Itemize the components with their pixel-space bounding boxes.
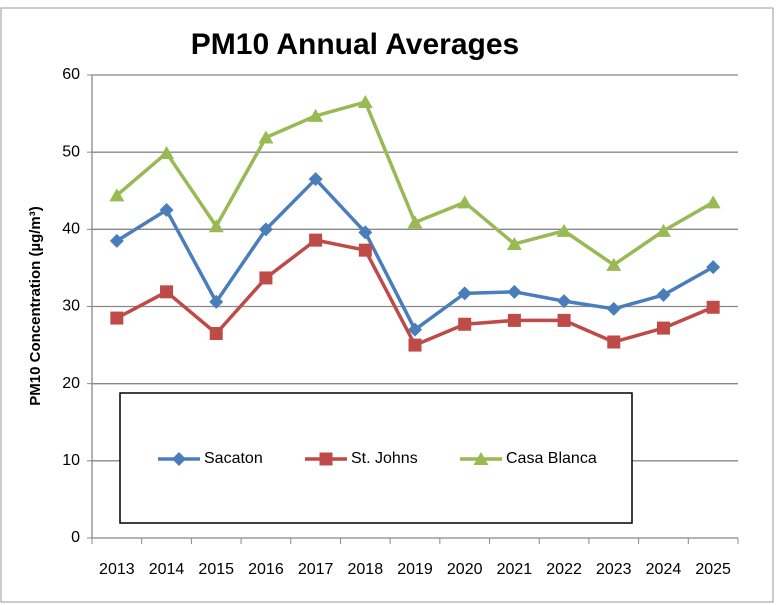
marker: [407, 215, 423, 229]
y-axis-label: PM10 Concentration (µg/m³): [27, 206, 44, 405]
marker: [159, 145, 175, 159]
marker: [706, 260, 721, 275]
marker: [319, 452, 333, 466]
x-tick-label: 2019: [397, 561, 433, 578]
marker: [172, 452, 186, 466]
marker: [655, 223, 671, 237]
marker: [606, 301, 621, 316]
legend-box: [119, 392, 633, 524]
marker: [506, 236, 522, 250]
x-tick-label: 2023: [596, 561, 632, 578]
marker: [457, 286, 472, 301]
x-tick-label: 2017: [298, 561, 334, 578]
x-tick-label: 2013: [99, 561, 135, 578]
marker: [705, 195, 721, 209]
marker: [656, 321, 670, 335]
marker: [706, 300, 720, 314]
marker: [258, 130, 274, 144]
legend-label: St. Johns: [351, 450, 418, 467]
marker: [110, 311, 124, 325]
marker: [408, 338, 422, 352]
marker: [357, 95, 373, 109]
marker: [408, 322, 422, 337]
x-tick-label: 2024: [646, 561, 682, 578]
y-tick-label: 10: [62, 452, 80, 469]
marker: [159, 203, 174, 218]
marker: [209, 294, 224, 309]
y-tick-label: 40: [62, 221, 80, 238]
y-tick-label: 30: [62, 298, 80, 315]
x-tick-label: 2021: [497, 561, 533, 578]
legend-label: Casa Blanca: [506, 450, 597, 467]
y-tick-label: 50: [62, 143, 80, 160]
marker: [208, 219, 224, 233]
series-line: [115, 100, 715, 267]
marker: [656, 287, 671, 302]
y-tick-label: 0: [71, 529, 80, 546]
marker: [556, 223, 572, 237]
marker: [109, 188, 125, 202]
marker: [308, 172, 323, 187]
marker: [258, 222, 273, 237]
marker: [209, 327, 223, 341]
marker: [458, 317, 472, 331]
marker: [507, 313, 521, 327]
marker: [457, 195, 473, 209]
marker: [308, 108, 324, 122]
x-tick-label: 2020: [447, 561, 483, 578]
marker: [557, 294, 572, 309]
y-tick-label: 20: [62, 375, 80, 392]
chart-border: [0, 7, 774, 603]
marker: [473, 452, 489, 465]
marker: [358, 243, 372, 257]
x-tick-label: 2014: [149, 561, 185, 578]
x-tick-label: 2016: [248, 561, 284, 578]
x-tick-label: 2022: [546, 561, 582, 578]
y-tick-label: 60: [62, 66, 80, 83]
marker: [606, 257, 622, 271]
marker: [309, 233, 323, 247]
marker: [557, 313, 571, 327]
x-tick-label: 2018: [348, 561, 384, 578]
marker: [109, 233, 124, 248]
x-tick-label: 2025: [695, 561, 731, 578]
marker: [358, 225, 373, 240]
marker: [507, 284, 522, 299]
marker: [607, 335, 621, 349]
legend-label: Sacaton: [204, 450, 263, 467]
chart-title: PM10 Annual Averages: [191, 28, 519, 61]
marker: [259, 271, 273, 285]
marker: [160, 285, 174, 299]
x-tick-label: 2015: [198, 561, 234, 578]
